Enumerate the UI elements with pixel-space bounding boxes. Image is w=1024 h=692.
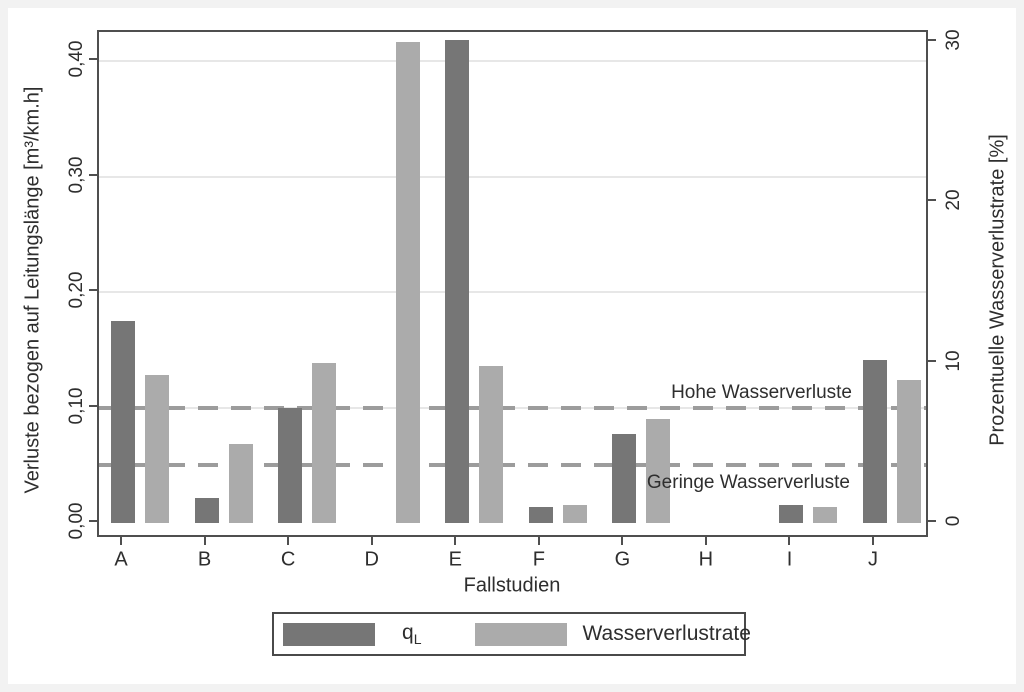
bar-rate-C — [312, 362, 337, 523]
x-axis-tick-H — [704, 537, 707, 545]
left-axis-tick-label-1: 0,10 — [66, 387, 87, 424]
x-axis-tick-A — [120, 537, 122, 545]
x-axis-label-E: E — [448, 548, 462, 571]
bar-rate-D — [395, 42, 420, 523]
right-axis-tick-label-3: 30 — [943, 29, 964, 51]
left-axis-tick-4 — [89, 58, 97, 60]
x-axis-tick-F — [537, 537, 540, 545]
bar-ql-F — [528, 506, 553, 523]
right-axis-tick-2 — [928, 199, 936, 202]
bar-ql-I — [779, 504, 804, 523]
left-axis-title: Verluste bezogen auf Leitungslänge [m³/k… — [21, 86, 44, 494]
bar-rate-F — [562, 505, 587, 523]
chart-figure: Verluste bezogen auf Leitungslänge [m³/k… — [8, 8, 1016, 684]
left-axis-tick-2 — [89, 289, 97, 291]
x-axis-label-F: F — [532, 548, 545, 571]
annotation-low-losses: Geringe Wasserverluste — [646, 472, 850, 493]
bar-rate-I — [813, 506, 838, 523]
x-axis-tick-I — [788, 537, 791, 545]
right-axis-tick-0 — [928, 520, 936, 522]
x-axis-tick-D — [370, 537, 373, 545]
legend: qL Wasserverlustrate — [272, 612, 751, 656]
x-axis-tick-B — [203, 537, 206, 545]
reference-line-high — [99, 405, 926, 410]
x-axis-label-I: I — [786, 548, 793, 571]
right-axis-title: Prozentuelle Wasserverlustrate [%] — [986, 134, 1009, 446]
legend-swatch-ql — [283, 622, 375, 646]
left-axis-tick-label-0: 0,00 — [66, 502, 87, 540]
left-axis-tick-1 — [89, 404, 97, 407]
left-axis-tick-3 — [89, 173, 97, 176]
right-axis-tick-label-1: 10 — [943, 350, 964, 372]
x-axis-tick-G — [621, 537, 624, 545]
bar-ql-J — [863, 360, 888, 523]
plot-area — [97, 30, 928, 537]
annotation-high-losses: Hohe Wasserverluste — [671, 382, 852, 403]
bar-rate-J — [897, 380, 922, 523]
legend-swatch-wasserverlustrate — [475, 622, 568, 646]
legend-label-ql: qL — [402, 620, 422, 648]
x-axis-label-B: B — [197, 548, 212, 571]
x-axis-label-G: G — [614, 548, 631, 571]
right-axis-tick-3 — [928, 39, 936, 41]
bar-ql-B — [194, 497, 219, 523]
x-axis-label-J: J — [868, 548, 879, 571]
left-axis-tick-label-3: 0,30 — [66, 156, 87, 193]
reference-line-low — [99, 463, 926, 468]
gridline-0.2 — [99, 291, 926, 293]
bar-ql-A — [111, 320, 135, 523]
right-axis-tick-label-2: 20 — [943, 189, 964, 211]
x-axis-tick-C — [287, 537, 290, 545]
bar-rate-B — [228, 444, 253, 523]
gridline-0.3 — [99, 175, 926, 178]
legend-label-wasserverlustrate: Wasserverlustrate — [582, 622, 751, 645]
right-axis-tick-label-0: 0 — [943, 515, 964, 527]
x-axis-tick-J — [872, 537, 875, 545]
right-axis-tick-1 — [928, 359, 936, 362]
x-axis-label-D: D — [364, 548, 379, 571]
bar-ql-E — [445, 40, 470, 523]
left-axis-tick-label-4: 0,40 — [66, 40, 87, 78]
x-axis-label-C: C — [280, 548, 296, 571]
bar-rate-E — [479, 365, 504, 523]
gridline-0.4 — [99, 60, 926, 62]
bar-ql-G — [612, 434, 637, 523]
x-axis-title: Fallstudien — [463, 574, 561, 597]
left-axis-tick-0 — [89, 520, 97, 522]
x-axis-label-H: H — [698, 548, 714, 571]
left-axis-tick-label-2: 0,20 — [66, 271, 87, 309]
bar-rate-G — [646, 418, 671, 523]
x-axis-tick-E — [454, 537, 457, 545]
bar-rate-A — [145, 375, 169, 523]
x-axis-label-A: A — [114, 548, 128, 571]
bar-ql-C — [278, 407, 303, 523]
